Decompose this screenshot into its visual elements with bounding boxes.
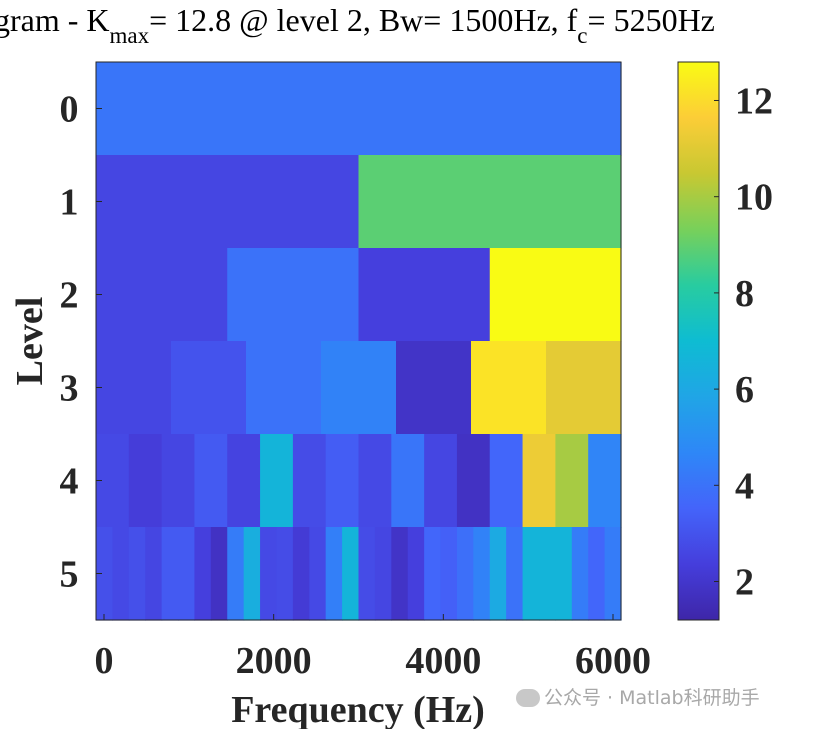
colorbar-tick-label: 10	[735, 177, 773, 219]
colorbar: 2 4 6 8 10 12	[677, 61, 773, 621]
heatmap-cell-level5-band8	[227, 527, 245, 621]
heatmap-cell-level5-band20	[424, 527, 442, 621]
title-text-1: gram - K	[0, 2, 110, 38]
heatmap-cell-level4-band8	[358, 434, 392, 528]
heatmap-cell-level5-band16	[358, 527, 376, 621]
colorbar-gradient	[677, 61, 720, 621]
heatmap-cell-level4-band4	[227, 434, 261, 528]
y-tick-label: 2	[60, 275, 79, 317]
heatmap-cell-level5-band14	[325, 527, 343, 621]
heatmap-cell-level5-band1	[112, 527, 130, 621]
heatmap-cell-level5-band5	[178, 527, 196, 621]
wechat-icon	[516, 689, 540, 707]
heatmap-cell-level5-band26	[522, 527, 540, 621]
heatmap-cell-level5-band23	[473, 527, 491, 621]
y-tick-label: 5	[60, 554, 79, 596]
heatmap-cell-level5-band6	[194, 527, 212, 621]
y-tick-label: 3	[60, 368, 79, 410]
heatmap-cell-level5-band3	[145, 527, 163, 621]
heatmap-cell-level2-band1	[227, 248, 360, 342]
y-tick-label: 1	[60, 182, 79, 224]
heatmap-cell-level3-band3	[321, 341, 397, 435]
heatmap-cell-level5-band25	[506, 527, 524, 621]
colorbar-tick-label: 12	[735, 80, 773, 122]
y-tick-label: 4	[60, 461, 79, 503]
heatmap-cell-level5-band24	[489, 527, 507, 621]
heatmap-cell-level5-band2	[128, 527, 146, 621]
heatmap-cell-level0-band0	[96, 62, 622, 156]
heatmap-cell-level4-band14	[555, 434, 589, 528]
heatmap-cell-level4-band11	[456, 434, 491, 528]
y-tick-label: 0	[60, 89, 79, 131]
x-tick-label: 2000	[236, 640, 312, 682]
chart-title: gram - Kmax= 12.8 @ level 2, Bw= 1500Hz,…	[0, 2, 715, 48]
y-axis-label: Level	[9, 297, 51, 386]
colorbar-tick-label: 4	[735, 465, 754, 507]
heatmap-cell-level4-band7	[325, 434, 360, 528]
heatmap-cell-level5-band30	[588, 527, 606, 621]
heatmap-cell-level4-band12	[489, 434, 524, 528]
heatmap-cell-level2-band3	[489, 248, 622, 342]
heatmap-cell-level5-band4	[161, 527, 179, 621]
title-subscript-max: max	[109, 23, 150, 48]
heatmap-cell-level4-band3	[194, 434, 228, 528]
heatmap-cell-level3-band6	[546, 341, 622, 435]
heatmap-cell-level4-band5	[260, 434, 294, 528]
heatmap-cell-level4-band1	[128, 434, 163, 528]
plot-frame	[95, 61, 622, 621]
heatmap-cell-level5-band29	[571, 527, 589, 621]
heatmap-cell-level5-band17	[374, 527, 392, 621]
x-axis-label: Frequency (Hz)	[231, 689, 485, 729]
heatmap-cell-level1-band0	[96, 155, 360, 249]
heatmap-cell-level5-band12	[292, 527, 310, 621]
heatmap-cells	[96, 62, 622, 621]
colorbar-tick-label: 6	[735, 369, 754, 411]
heatmap-cell-level4-band2	[161, 434, 196, 528]
heatmap-cell-level5-band15	[342, 527, 360, 621]
watermark-text: 公众号 · Matlab科研助手	[544, 687, 760, 709]
heatmap-cell-level5-band7	[210, 527, 228, 621]
heatmap-cell-level5-band19	[407, 527, 425, 621]
heatmap-cell-level5-band31	[604, 527, 622, 621]
x-tick-label: 0	[95, 640, 114, 682]
heatmap-cell-level2-band0	[96, 248, 228, 342]
axis-ticks: 0 2000 4000 6000 0 1 2 3 4 5	[60, 89, 652, 683]
heatmap-cell-level5-band27	[538, 527, 556, 621]
heatmap-cell-level5-band18	[391, 527, 409, 621]
colorbar-tick-label: 2	[735, 562, 754, 604]
heatmap-cell-level4-band15	[588, 434, 622, 528]
title-text-2: = 12.8 @ level 2, Bw= 1500Hz, f	[149, 2, 578, 38]
heatmap-cell-level5-band13	[309, 527, 327, 621]
heatmap-cell-level5-band0	[96, 527, 114, 621]
title-text-3: = 5250Hz	[587, 2, 715, 38]
heatmap-cell-level5-band28	[555, 527, 573, 621]
heatmap-cell-level3-band0	[96, 341, 172, 435]
colorbar-tick-label: 8	[735, 273, 754, 315]
watermark: 公众号 · Matlab科研助手	[516, 683, 760, 710]
heatmap-cell-level1-band1	[358, 155, 622, 249]
x-tick-label: 4000	[405, 640, 481, 682]
heatmap-cell-level3-band1	[171, 341, 247, 435]
heatmap-cell-level5-band21	[440, 527, 458, 621]
heatmap-cell-level3-band5	[471, 341, 547, 435]
heatmap-cell-level3-band4	[396, 341, 472, 435]
heatmap-cell-level5-band9	[243, 527, 261, 621]
heatmap-cell-level4-band13	[522, 434, 556, 528]
heatmap-cell-level4-band9	[391, 434, 425, 528]
x-tick-label: 6000	[575, 640, 651, 682]
heatmap-cell-level4-band6	[292, 434, 327, 528]
title-subscript-c: c	[577, 23, 588, 48]
heatmap-cell-level4-band10	[424, 434, 458, 528]
heatmap-cell-level5-band11	[276, 527, 294, 621]
heatmap-cell-level5-band22	[456, 527, 474, 621]
heatmap-cell-level5-band10	[260, 527, 278, 621]
heatmap-cell-level3-band2	[246, 341, 322, 435]
heatmap-cell-level2-band2	[358, 248, 491, 342]
